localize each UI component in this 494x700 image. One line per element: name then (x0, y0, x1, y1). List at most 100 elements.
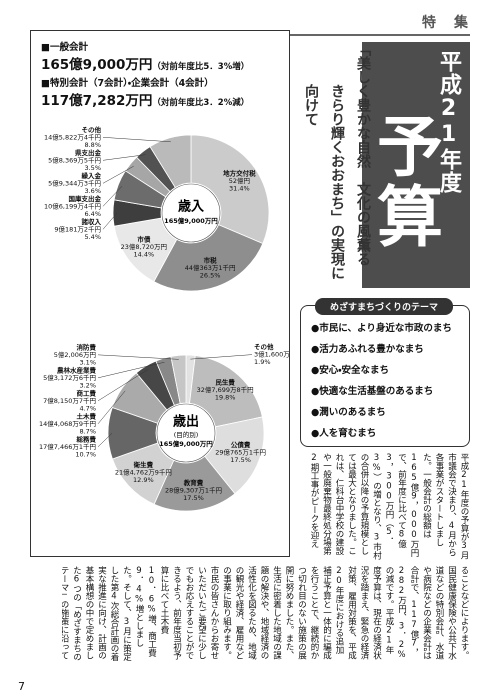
label-categories: 消防費 (77, 342, 97, 351)
label-categories: 衛生費 (133, 460, 154, 469)
label-amounts: 9億181万2千円 (54, 224, 101, 233)
label-categories: 市債 (137, 234, 151, 243)
label-value-labels: 5.4% (84, 233, 101, 241)
label-amounts: 7億8,150万7千円 (43, 396, 96, 405)
theme-item: ●人を育むまち (311, 428, 377, 439)
slice-label: 地方交付税 52億円 31.4% (223, 169, 256, 193)
subtitle-line: きらり輝くおおまち」の実現に向けて (303, 84, 345, 280)
label-value-labels: 17.5% (183, 494, 204, 502)
leader-line (97, 369, 148, 402)
label-value-labels: 31.4% (229, 185, 250, 193)
title-year: 平成21年度 (436, 50, 461, 194)
slice (190, 134, 270, 245)
label-amounts: 5億9,344万3千円 (48, 178, 101, 187)
slice-label: 市税 44億363万1千円 26.5% (185, 255, 236, 279)
label-value-labels: 3.1% (79, 358, 96, 366)
label-amounts: 14億5,822万4千円 (44, 132, 101, 141)
slice-label: その他 14億5,822万4千円 8.8% (44, 125, 102, 149)
general-amount: 165億9,000万円（対前年度比5．3%増） (41, 53, 249, 73)
label-amounts: 23億8,720万円 (121, 242, 167, 251)
label-categories: 市税 (204, 255, 218, 264)
label-categories: 諸収入 (82, 217, 102, 226)
leader-line (97, 433, 113, 448)
subtitle-line: 「美しく豊かな自然 文化の風薫る (355, 42, 371, 266)
subtitle: 「美しく豊かな自然 文化の風薫る きらり輝くおおまち」の実現に向けて (298, 42, 376, 292)
slice-label: 公債費 29億765万1千円 17.5% (215, 440, 266, 464)
slice-label: 農林水産業費 5億3,172万6千円 3.2% (43, 365, 96, 389)
leader-line (190, 354, 253, 360)
slice (153, 224, 264, 292)
label-amounts: 21億4,762万9千円 (115, 467, 172, 476)
label-amounts: 5億8,369万5千円 (48, 155, 101, 164)
label-value-labels: 3.6% (84, 187, 101, 195)
slice-label: 市債 23億8,720万円 14.4% (121, 234, 167, 258)
leader-line (97, 354, 179, 360)
label-categories: 地方交付税 (223, 169, 256, 178)
amount: 117億7,282万円 (41, 93, 153, 109)
label-amounts: 10億6,199万4千円 (44, 201, 101, 210)
label-categories: 教育費 (183, 478, 204, 487)
title-box: 平成21年度 予算 (362, 42, 470, 288)
label-value-labels: 12.9% (133, 476, 154, 484)
center-title: 歳出 (173, 414, 199, 430)
slice-label: 民生費 32億7,699万8千円 19.8% (197, 378, 254, 402)
label-value-labels: 8.7% (79, 427, 96, 435)
leader-line (102, 186, 123, 207)
label-amounts: 5億3,172万6千円 (43, 373, 96, 382)
themes-box: めざすまちづくりのテーマ ●市民に、より身近な市政のまち ●活力あふれる豊かなま… (300, 298, 470, 447)
label-amounts: 28億9,307万1千円 (165, 486, 222, 495)
page-number: 7 (18, 680, 25, 693)
center-total: 165億9,000万円 (164, 216, 218, 225)
center-disc (156, 403, 216, 463)
label-amounts: 29億765万1千円 (215, 447, 266, 456)
label-categories: 土木費 (77, 411, 97, 420)
section-label: 特 集 (290, 12, 470, 36)
center-title: 歳入 (178, 199, 205, 215)
leader-line (102, 165, 134, 184)
label-categories: 農林水産業費 (57, 365, 97, 374)
label-categories: その他 (82, 125, 102, 134)
leader-line (102, 154, 146, 161)
slice-label: 繰入金 5億9,344万3千円 3.6% (48, 171, 101, 195)
slice-label: 国庫支出金 10億6,199万4千円 6.4% (44, 194, 102, 218)
amount: 165億9,000万円 (41, 57, 153, 73)
slice-label: 県支出金 5億8,369万5千円 3.5% (48, 148, 101, 172)
label-categories: 県支出金 (75, 148, 102, 157)
theme-item: ●安心・安全なまち (311, 365, 390, 376)
label-categories: 繰入金 (82, 171, 102, 180)
label-categories: 商工費 (77, 388, 97, 397)
label-value-labels: 14.4% (134, 250, 155, 258)
label-amounts: 52億円 (229, 176, 250, 185)
special-amount: 117億7,282万円（対前年度比3．2%減） (41, 89, 249, 109)
body-text: 平成21年度の予算が3月市議会で決まり、4月から各事業がスタートしました。一般会… (309, 453, 469, 560)
center-total: 165億9,000万円 (159, 439, 213, 448)
label-value-labels: 19.8% (215, 394, 236, 402)
label-value-labels: 10.7% (75, 450, 96, 458)
label-amounts: 17億7,466万1千円 (39, 442, 96, 451)
budget-box: ■一般会計 165億9,000万円（対前年度比5．3%増） ■特別会計（7会計）… (30, 30, 290, 557)
center-disc (161, 183, 221, 243)
label-value-labels: 1.9% (254, 358, 271, 366)
theme-item: ●市民に、より身近な市政のまち (311, 323, 452, 334)
leader-line (102, 212, 118, 230)
slice-label: 消防費 5億2,006万円 3.1% (54, 342, 97, 366)
label-amounts: 5億2,006万円 (54, 350, 96, 359)
special-heading: ■特別会計（7会計）・企業会計（4会計） (41, 78, 214, 89)
label-value-labels: 4.7% (79, 404, 96, 412)
leader-line (97, 361, 165, 379)
label-amounts: 3億1,600万9千円 (254, 350, 289, 359)
slice-label: 教育費 28億9,307万1千円 17.5% (165, 478, 222, 502)
label-value-labels: 3.5% (84, 164, 101, 172)
label-value-labels: 8.8% (84, 141, 101, 149)
note: （対前年度比5．3%増） (152, 62, 250, 72)
slice-label: 商工費 7億8,150万7千円 4.7% (43, 388, 96, 412)
slice-label: 衛生費 21億4,762万9千円 12.9% (115, 460, 172, 484)
label-value-labels: 26.5% (200, 271, 221, 279)
title-main: 予算 (366, 112, 443, 252)
leader-line (102, 137, 171, 143)
slice-label: 土木費 14億4,068万9千円 8.7% (39, 411, 97, 435)
label-value-labels: 3.2% (79, 381, 96, 389)
center-subtitle: (目的別) (174, 430, 199, 439)
